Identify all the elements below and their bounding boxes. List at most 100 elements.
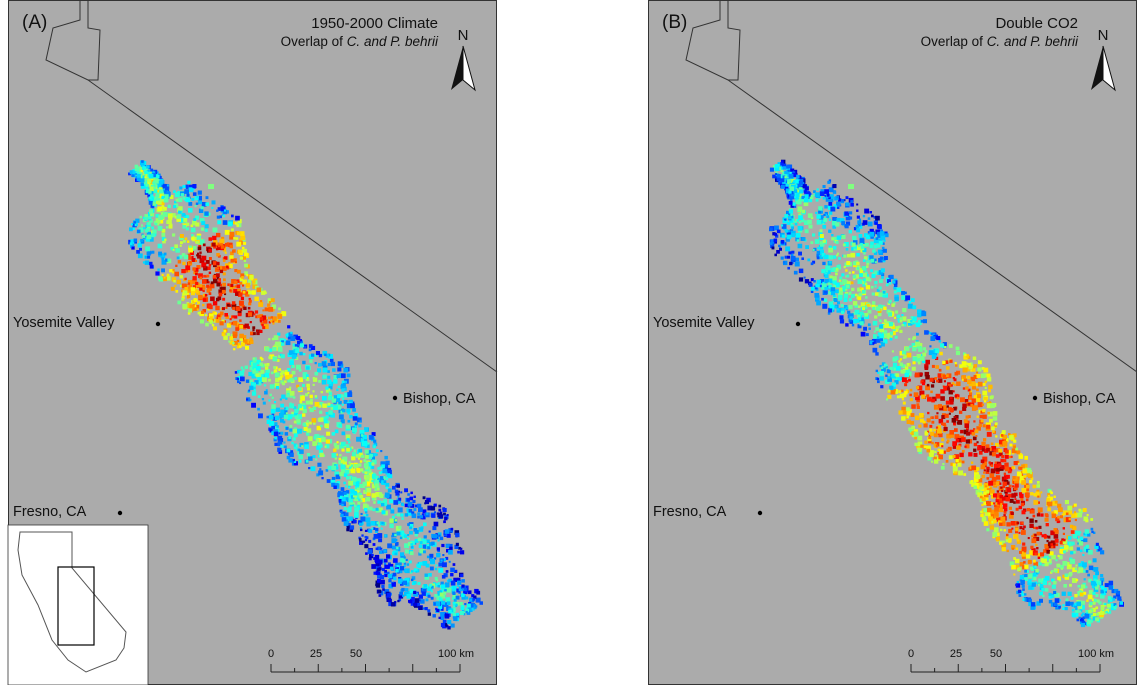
range-cell xyxy=(963,387,965,389)
range-cell xyxy=(1011,528,1013,530)
range-cell xyxy=(866,277,870,281)
range-cell xyxy=(983,415,987,419)
range-cell xyxy=(905,295,910,300)
range-cell xyxy=(304,444,309,449)
range-cell xyxy=(274,432,279,437)
range-cell xyxy=(203,290,205,292)
range-cell xyxy=(852,271,854,273)
range-cell xyxy=(912,305,916,309)
range-cell xyxy=(332,432,336,436)
range-cell xyxy=(228,222,233,227)
range-cell xyxy=(356,454,360,458)
range-cell xyxy=(327,370,330,373)
range-cell xyxy=(927,418,931,422)
range-cell xyxy=(863,327,867,331)
range-cell xyxy=(984,400,986,402)
range-cell xyxy=(769,227,773,231)
range-cell xyxy=(1077,619,1080,622)
range-cell xyxy=(185,237,188,240)
range-cell xyxy=(349,516,353,520)
range-cell xyxy=(890,332,893,335)
range-cell xyxy=(271,404,276,409)
range-cell xyxy=(401,588,404,591)
range-cell xyxy=(879,241,883,245)
range-cell xyxy=(390,510,394,514)
range-cell xyxy=(326,412,329,415)
range-cell xyxy=(145,229,148,232)
range-cell xyxy=(1037,481,1040,484)
range-cell xyxy=(1035,566,1037,568)
range-cell xyxy=(770,168,774,172)
range-cell xyxy=(1027,473,1031,477)
range-cell xyxy=(849,230,852,233)
range-cell xyxy=(280,445,283,448)
range-cell xyxy=(1024,565,1028,569)
range-cell xyxy=(958,470,963,475)
range-cell xyxy=(238,292,243,297)
range-cell xyxy=(245,346,249,350)
range-cell xyxy=(373,453,376,456)
range-cell xyxy=(391,602,395,606)
range-cell xyxy=(207,281,209,283)
range-cell xyxy=(986,497,989,500)
range-cell xyxy=(389,524,393,528)
range-cell xyxy=(1074,504,1077,507)
range-cell xyxy=(341,442,345,446)
range-cell xyxy=(296,336,300,340)
range-cell xyxy=(996,537,1000,541)
range-cell xyxy=(461,594,465,598)
range-cell xyxy=(380,548,382,550)
range-cell xyxy=(849,292,852,295)
range-cell xyxy=(1073,534,1077,538)
range-cell xyxy=(261,324,263,326)
range-cell xyxy=(267,416,270,419)
range-cell xyxy=(992,452,996,456)
range-cell xyxy=(1047,540,1049,542)
range-cell xyxy=(953,466,958,471)
range-cell xyxy=(339,500,342,503)
range-cell xyxy=(183,185,186,188)
range-cell xyxy=(265,373,270,378)
range-cell xyxy=(1001,490,1003,492)
range-cell xyxy=(946,374,949,377)
range-cell xyxy=(284,339,286,341)
range-cell xyxy=(846,196,849,199)
range-cell xyxy=(369,454,373,458)
range-cell xyxy=(325,424,330,429)
range-cell xyxy=(992,532,997,537)
range-cell xyxy=(270,384,275,389)
range-cell xyxy=(242,280,245,283)
range-cell xyxy=(978,360,982,364)
range-cell xyxy=(417,504,421,508)
range-cell xyxy=(224,313,228,317)
city-dot xyxy=(118,511,122,515)
range-cell xyxy=(797,239,800,242)
range-cell xyxy=(407,534,409,536)
range-cell xyxy=(349,461,351,463)
range-cell xyxy=(425,500,429,504)
range-cell xyxy=(377,522,380,525)
range-cell xyxy=(925,366,929,370)
range-cell xyxy=(987,374,991,378)
range-cell xyxy=(838,295,843,300)
range-cell xyxy=(1024,593,1026,595)
range-cell xyxy=(241,367,244,370)
range-cell xyxy=(1081,614,1083,616)
range-cell xyxy=(195,289,199,293)
range-cell xyxy=(838,257,841,260)
range-cell xyxy=(276,425,279,428)
range-cell xyxy=(327,380,331,384)
range-cell xyxy=(936,336,940,340)
range-cell xyxy=(1058,555,1060,557)
range-cell xyxy=(182,225,186,229)
range-cell xyxy=(817,251,821,255)
range-cell xyxy=(881,276,884,279)
range-cell xyxy=(148,191,151,194)
range-cell xyxy=(827,194,830,197)
range-cell xyxy=(333,449,336,452)
range-cell xyxy=(1046,523,1049,526)
range-cell xyxy=(877,224,882,229)
range-cell xyxy=(345,381,348,384)
range-cell xyxy=(441,584,445,588)
range-cell xyxy=(999,507,1004,512)
